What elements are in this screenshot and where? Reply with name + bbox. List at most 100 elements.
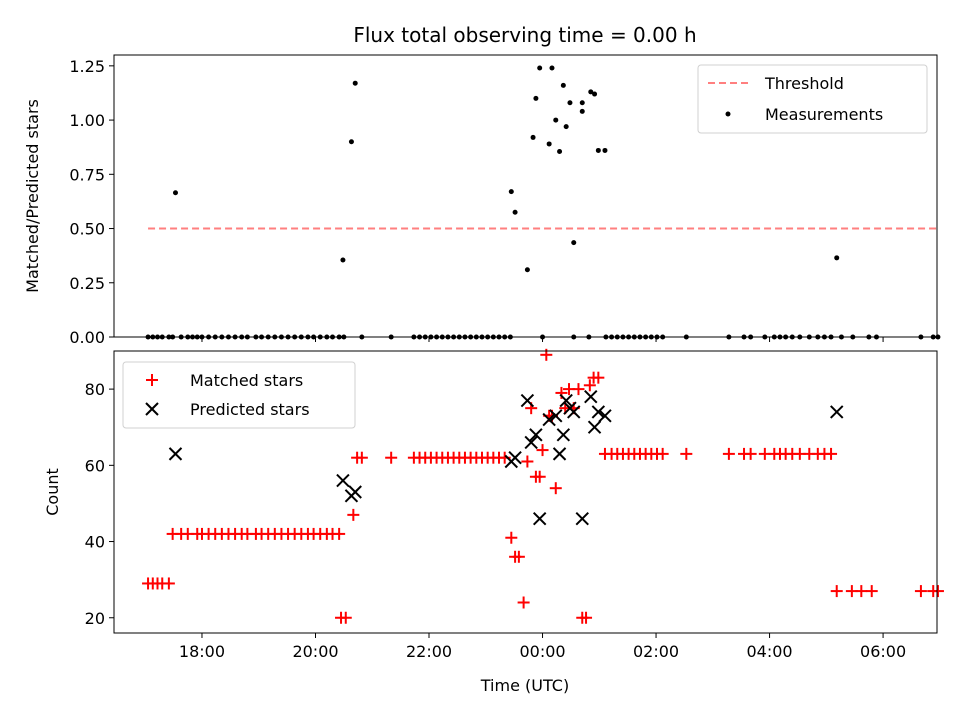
matched-star-marker bbox=[825, 447, 838, 460]
x-axis-label: Time (UTC) bbox=[480, 676, 569, 695]
legend-matched-label: Matched stars bbox=[190, 371, 303, 390]
matched-star-marker bbox=[580, 611, 593, 624]
measurement-point bbox=[588, 89, 594, 95]
y-tick-label: 0.50 bbox=[69, 220, 105, 239]
measurement-point bbox=[524, 267, 530, 273]
legend-predicted-label: Predicted stars bbox=[190, 400, 310, 419]
matched-star-marker bbox=[744, 447, 757, 460]
y-tick-label: 40 bbox=[85, 533, 105, 552]
legend-measurements-swatch bbox=[725, 111, 731, 117]
measurement-point bbox=[348, 139, 354, 145]
measurement-point bbox=[579, 100, 585, 106]
y-tick-label: 0.25 bbox=[69, 274, 105, 293]
legend-measurements-label: Measurements bbox=[765, 105, 883, 124]
top-axes-frame bbox=[113, 54, 938, 338]
top-yticks: 0.00 0.25 0.50 0.75 1.00 1.25 bbox=[69, 57, 114, 347]
matched-star-marker bbox=[162, 577, 175, 590]
matched-star-marker bbox=[656, 447, 669, 460]
matched-star-marker bbox=[572, 383, 585, 396]
matched-star-marker bbox=[592, 371, 605, 384]
predicted-star-marker bbox=[591, 405, 606, 419]
measurement-point bbox=[549, 65, 555, 71]
measurement-point bbox=[602, 147, 608, 153]
measurement-point bbox=[553, 117, 559, 123]
measurement-point bbox=[352, 80, 358, 86]
y-tick-label: 0.75 bbox=[69, 165, 105, 184]
bottom-xticks: 18:00 20:00 22:00 00:00 02:00 04:00 06:00 bbox=[179, 633, 906, 661]
y-tick-label: 1.00 bbox=[69, 111, 105, 130]
x-tick-label: 20:00 bbox=[292, 642, 338, 661]
measurement-point bbox=[512, 209, 518, 215]
predicted-star-marker bbox=[524, 435, 538, 450]
matched-star-marker bbox=[865, 585, 878, 598]
predicted-star-marker bbox=[598, 409, 612, 423]
predicted-star-marker bbox=[336, 473, 350, 488]
predicted-star-marker bbox=[348, 485, 362, 499]
bottom-yticks: 20 40 60 80 bbox=[85, 380, 114, 628]
x-tick-label: 04:00 bbox=[747, 642, 793, 661]
x-tick-label: 06:00 bbox=[860, 642, 906, 661]
predicted-star-marker bbox=[830, 405, 844, 419]
y-tick-label: 60 bbox=[85, 456, 105, 475]
x-tick-label: 00:00 bbox=[519, 642, 565, 661]
measurement-point bbox=[537, 65, 543, 71]
top-y-axis-label: Matched/Predicted stars bbox=[23, 99, 42, 293]
matched-star-marker bbox=[355, 451, 368, 464]
matched-star-marker bbox=[914, 585, 927, 598]
bottom-axes-frame bbox=[113, 350, 938, 634]
predicted-star-marker bbox=[508, 450, 522, 465]
y-tick-label: 80 bbox=[85, 380, 105, 399]
matched-star-marker bbox=[533, 470, 546, 483]
matched-star-marker bbox=[536, 444, 549, 457]
legend-predicted-swatch bbox=[145, 402, 159, 416]
measurement-point bbox=[508, 189, 514, 195]
measurement-point bbox=[579, 108, 585, 114]
predicted-star-marker bbox=[532, 511, 547, 526]
top-chart-title: Flux total observing time = 0.00 h bbox=[353, 23, 696, 47]
matched-star-marker bbox=[680, 447, 693, 460]
predicted-star-marker bbox=[567, 405, 581, 419]
matched-star-marker bbox=[517, 596, 530, 609]
predicted-star-marker bbox=[529, 428, 543, 442]
measurement-point bbox=[557, 149, 563, 155]
x-tick-label: 18:00 bbox=[179, 642, 225, 661]
bottom-legend: Matched stars Predicted stars bbox=[122, 361, 356, 429]
matched-star-marker bbox=[549, 482, 562, 495]
x-tick-label: 02:00 bbox=[633, 642, 679, 661]
y-tick-label: 0.00 bbox=[69, 328, 105, 347]
y-tick-label: 1.25 bbox=[69, 57, 105, 76]
predicted-star-marker bbox=[542, 412, 556, 427]
measurement-point bbox=[595, 147, 601, 153]
matched-star-marker bbox=[347, 508, 360, 521]
matched-star-marker bbox=[583, 379, 596, 392]
measurement-point bbox=[563, 124, 569, 130]
matched-star-marker bbox=[339, 611, 352, 624]
measurement-point bbox=[567, 100, 573, 106]
predicted-star-marker bbox=[168, 447, 183, 461]
predicted-star-marker bbox=[552, 447, 567, 461]
predicted-star-marker bbox=[584, 390, 598, 404]
measurement-point bbox=[340, 257, 346, 263]
matched-star-marker bbox=[333, 527, 346, 540]
predicted-star-marker bbox=[587, 420, 602, 434]
matched-star-marker bbox=[722, 447, 735, 460]
predicted-star-marker bbox=[556, 428, 571, 442]
predicted-star-marker bbox=[549, 409, 563, 423]
top-axes: 0.00 0.25 0.50 0.75 1.00 1.25 Matched/Predict… bbox=[23, 54, 941, 347]
top-legend-box bbox=[697, 64, 928, 134]
matched-star-marker bbox=[830, 585, 843, 598]
measurement-point bbox=[530, 134, 536, 140]
legend-matched-swatch bbox=[146, 374, 158, 386]
predicted-star-marker bbox=[520, 393, 535, 408]
bottom-y-axis-label: Count bbox=[43, 468, 62, 516]
matched-star-marker bbox=[505, 531, 518, 544]
bottom-legend-box bbox=[122, 361, 356, 429]
measurement-point bbox=[592, 91, 598, 97]
measurement-point bbox=[533, 95, 539, 101]
matched-star-marker bbox=[512, 550, 525, 563]
measurement-point bbox=[546, 141, 552, 147]
bottom-axes: 18:00 20:00 22:00 00:00 02:00 04:00 06:00 20 40… bbox=[43, 348, 944, 695]
legend-threshold-label: Threshold bbox=[764, 74, 844, 93]
measurement-point bbox=[571, 240, 577, 246]
